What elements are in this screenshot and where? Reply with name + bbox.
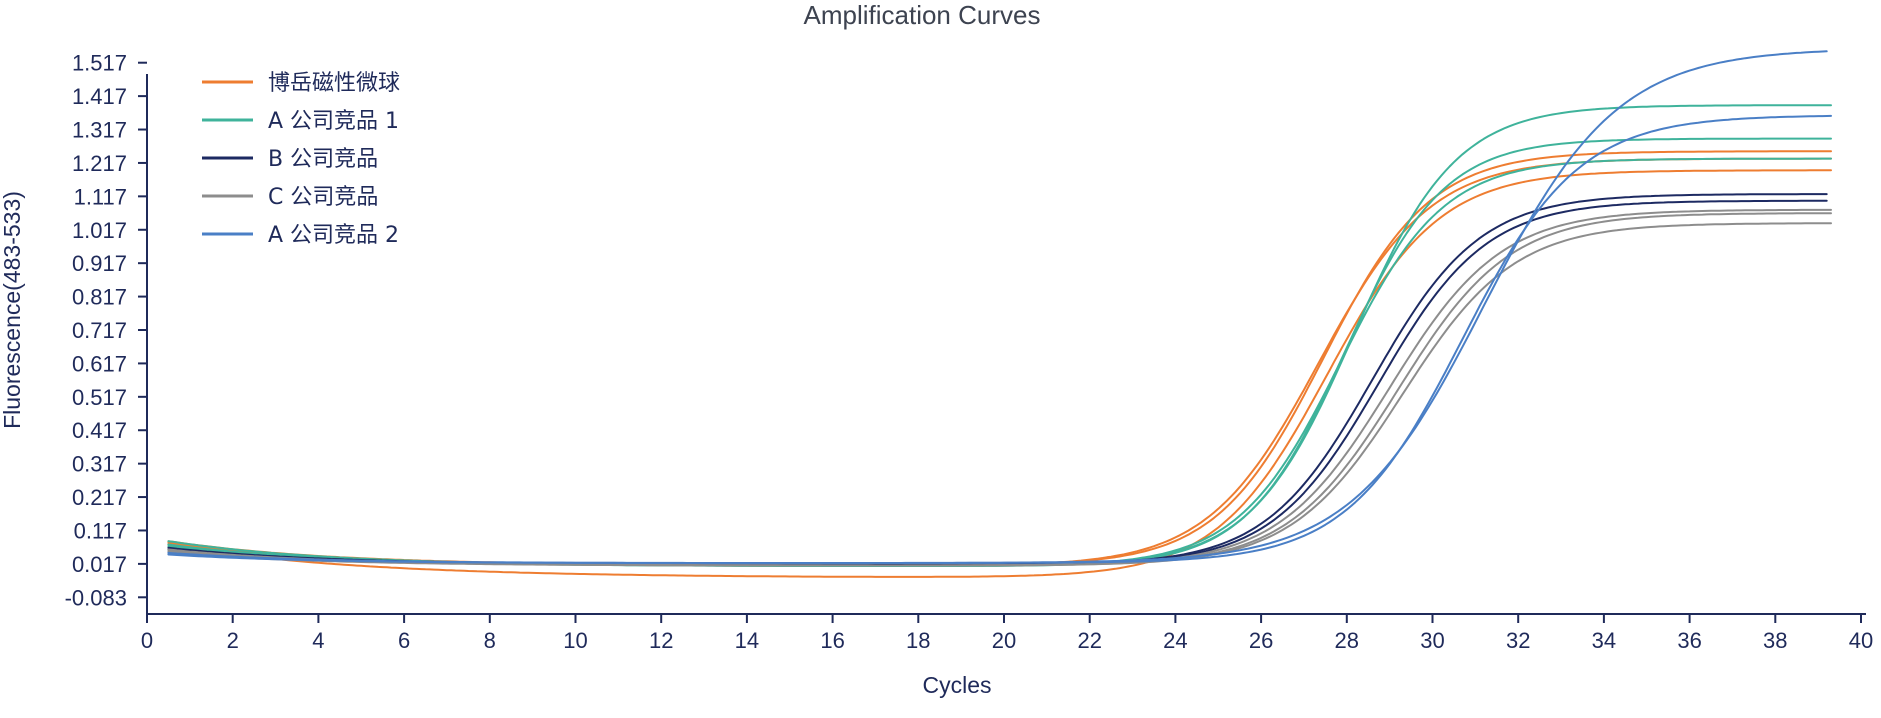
series-1-curve-3 <box>167 169 1832 578</box>
x-tick-label: 30 <box>1420 628 1444 653</box>
series-1-curve-1 <box>167 150 1832 567</box>
y-tick-label: 0.717 <box>72 318 127 343</box>
x-tick-label: 32 <box>1506 628 1530 653</box>
series-3-curve-2 <box>167 199 1828 566</box>
y-tick-label: 0.417 <box>72 418 127 443</box>
y-tick-label: -0.083 <box>65 585 127 610</box>
x-tick-label: 38 <box>1763 628 1787 653</box>
x-tick-label: 20 <box>992 628 1016 653</box>
y-tick-label: 0.917 <box>72 251 127 276</box>
y-tick-label: 0.117 <box>74 518 127 543</box>
series-5-curve-1 <box>167 50 1828 564</box>
x-tick-label: 18 <box>906 628 930 653</box>
series-2-curve-2 <box>167 137 1832 567</box>
x-tick-label: 8 <box>484 628 496 653</box>
y-tick-label: 1.317 <box>72 118 127 143</box>
y-tick-label: 0.617 <box>72 351 127 376</box>
y-tick-label: 1.017 <box>72 218 127 243</box>
series-4-curve-3 <box>167 222 1832 567</box>
x-tick-label: 34 <box>1592 628 1616 653</box>
series-4-curve-2 <box>167 212 1832 567</box>
legend-label-3: B 公司竞品 <box>268 147 378 172</box>
series-3-curve-1 <box>167 193 1828 566</box>
chart-title: Amplification Curves <box>804 0 1041 30</box>
x-tick-label: 10 <box>563 628 587 653</box>
x-tick-label: 28 <box>1335 628 1359 653</box>
x-tick-label: 22 <box>1077 628 1101 653</box>
x-tick-label: 14 <box>735 628 759 653</box>
y-tick-label: 1.217 <box>72 151 127 176</box>
plot-area: 1.517 1.417 1.317 1.217 1.117 1.017 0.917 0.817… <box>65 50 1873 653</box>
x-tick-label: 40 <box>1849 628 1873 653</box>
y-tick-label: 0.817 <box>72 285 127 310</box>
x-tick-label: 24 <box>1163 628 1187 653</box>
x-axis-title: Cycles <box>922 672 991 698</box>
x-tick-label: 12 <box>649 628 673 653</box>
x-tick-label: 26 <box>1249 628 1273 653</box>
y-axis-title: Fluorescence(483-533) <box>0 191 25 429</box>
y-tick-label: 1.417 <box>72 84 127 109</box>
y-tick-label: 1.517 <box>72 51 127 76</box>
legend-label-5: A 公司竞品 2 <box>268 223 399 248</box>
x-tick-label: 6 <box>398 628 410 653</box>
legend-label-2: A 公司竞品 1 <box>268 109 399 134</box>
y-tick-label: 0.317 <box>72 452 127 477</box>
x-tick-label: 36 <box>1677 628 1701 653</box>
series-1-curve-2 <box>167 157 1832 567</box>
x-tick-label: 16 <box>820 628 844 653</box>
legend-label-1: 博岳磁性微球 <box>268 71 400 96</box>
y-tick-label: 0.017 <box>72 552 127 577</box>
x-tick-label: 2 <box>227 628 239 653</box>
series-4-curve-1 <box>167 208 1832 567</box>
y-tick-label: 0.517 <box>72 385 127 410</box>
x-tick-label: 0 <box>141 628 153 653</box>
y-tick-label: 1.117 <box>74 184 127 209</box>
y-tick-label: 0.217 <box>72 485 127 510</box>
legend-label-4: C 公司竞品 <box>268 185 378 210</box>
series-2-curve-3 <box>167 157 1832 567</box>
x-tick-label: 4 <box>312 628 324 653</box>
series-5-curve-2 <box>167 114 1832 565</box>
